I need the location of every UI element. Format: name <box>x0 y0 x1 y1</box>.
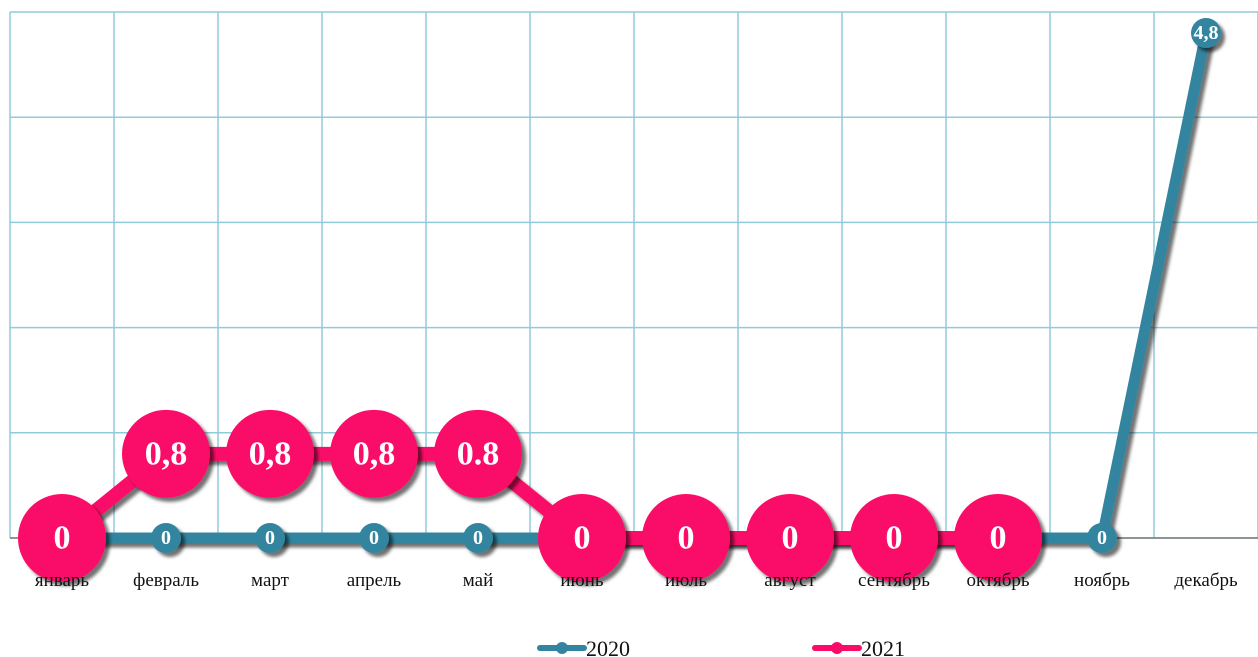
series-2021-data-label: 0,8 <box>353 435 396 472</box>
series-2021-marker <box>434 409 522 498</box>
x-tick-label: январь <box>35 570 90 591</box>
x-tick-label: сентябрь <box>858 570 930 591</box>
series-2021-data-label: 0 <box>990 520 1007 557</box>
x-tick-label: декабрь <box>1174 570 1238 591</box>
series-2020-data-label: 0 <box>369 527 379 549</box>
series-2021-line <box>55 446 1005 545</box>
data-markers <box>18 18 1221 582</box>
series-2021-marker <box>18 494 106 582</box>
series-2021-marker <box>330 409 418 498</box>
series-2021-data-label: 0 <box>782 520 799 557</box>
series-2020-marker <box>463 523 493 553</box>
x-tick-label: февраль <box>133 570 199 591</box>
series-2021-data-label: 0,8 <box>145 435 188 472</box>
series-2021-data-label: 0 <box>574 520 591 557</box>
x-tick-label: октябрь <box>966 570 1029 591</box>
series-2021-marker <box>226 409 314 498</box>
series-2021-data-label: 0.8 <box>457 435 500 472</box>
series-2020-marker <box>1087 523 1117 553</box>
series-2020-data-label: 0 <box>161 527 171 549</box>
series-2020-data-label: 0 <box>1097 527 1107 549</box>
x-tick-label: март <box>251 570 290 591</box>
x-tick-label: июль <box>665 570 707 591</box>
x-tick-label: апрель <box>347 570 402 591</box>
series-2020-marker <box>1191 18 1221 49</box>
x-tick-label: ноябрь <box>1074 570 1130 591</box>
series-2021-marker <box>642 494 730 582</box>
legend-2020-label: 2020 <box>586 636 630 657</box>
series-2021-marker <box>746 494 834 582</box>
series-2021-marker <box>122 409 210 498</box>
series-2021-marker <box>850 494 938 582</box>
legend-2020-marker <box>556 642 568 654</box>
series-2020-marker <box>359 523 389 553</box>
series-2021-data-label: 0 <box>54 520 71 557</box>
series-2021-data-label: 0,8 <box>249 435 292 472</box>
series-2020-data-label: 4,8 <box>1194 22 1219 44</box>
series-2021-data-label: 0 <box>886 520 903 557</box>
legend: 2020 2021 <box>537 636 905 657</box>
series-2020-marker <box>151 523 181 553</box>
x-tick-label: август <box>764 570 816 591</box>
series-2020-data-label: 0 <box>473 527 483 549</box>
series-2021-data-label: 0 <box>678 520 695 557</box>
legend-2021-marker <box>831 642 843 654</box>
x-axis-ticks: январь февраль март апрель май июнь июль август… <box>35 570 1238 591</box>
x-tick-label: май <box>463 570 494 591</box>
series-2021-marker <box>538 494 626 582</box>
series-2020-data-label: 0 <box>265 527 275 549</box>
data-labels: 0 0 0 0 0 4,8 0 0,8 0,8 0,8 0.8 0 0 0 0 0 <box>54 22 1219 556</box>
x-tick-label: июнь <box>560 570 604 591</box>
series-2021-marker <box>954 494 1042 582</box>
series-2020-marker <box>255 523 285 553</box>
legend-2021-label: 2021 <box>861 636 905 657</box>
